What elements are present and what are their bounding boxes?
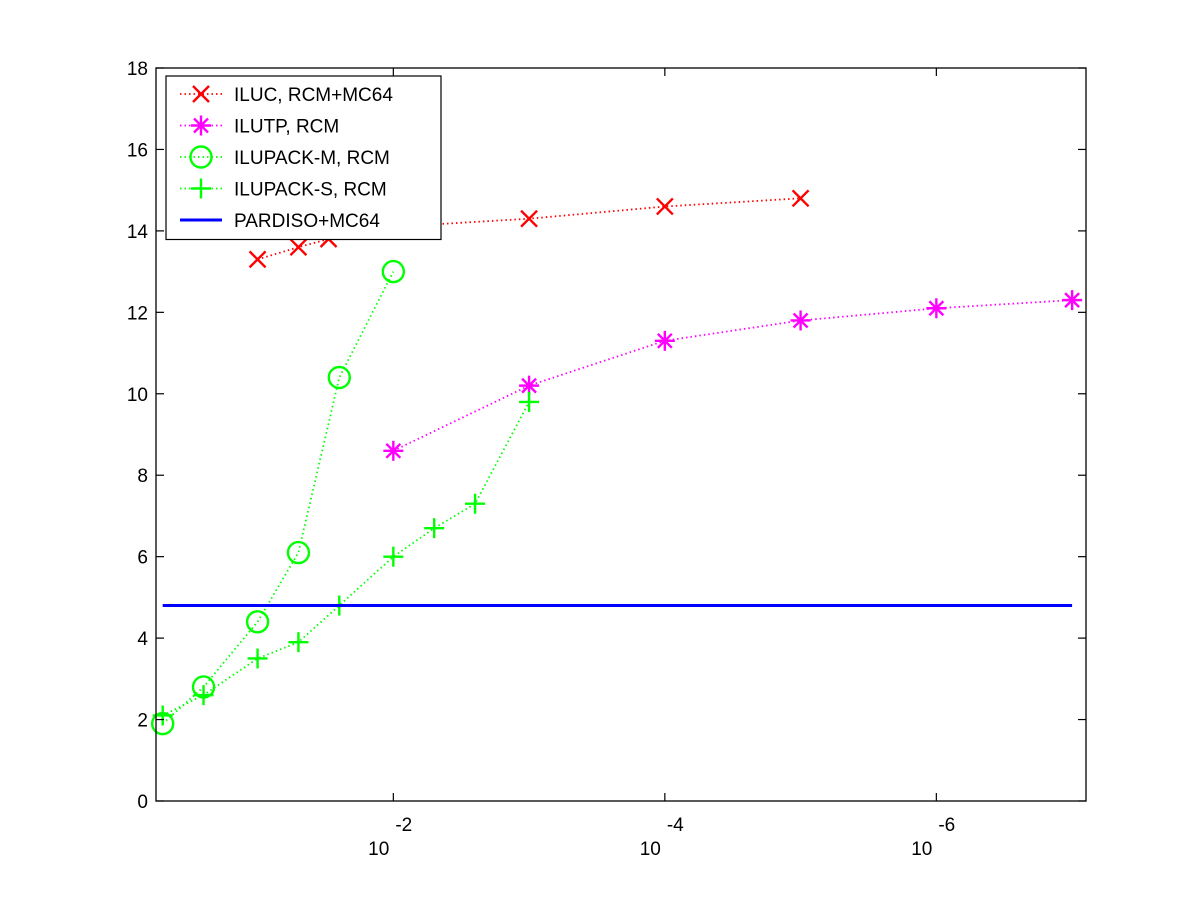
data-point xyxy=(327,365,352,390)
series-line-2 xyxy=(162,271,395,725)
data-point xyxy=(926,298,947,319)
data-point xyxy=(193,685,214,706)
legend-marker xyxy=(192,85,210,103)
legend-entry-1: ILUTP, RCM xyxy=(180,115,339,138)
data-point xyxy=(790,310,811,331)
data-point xyxy=(288,632,309,653)
series-2 xyxy=(150,259,406,736)
data-point xyxy=(655,197,674,216)
legend-marker xyxy=(191,115,211,136)
legend-marker xyxy=(189,145,213,169)
legend-entry-4: PARDISO+MC64 xyxy=(180,211,380,232)
data-point xyxy=(248,250,267,269)
data-point xyxy=(289,238,308,257)
data-point xyxy=(286,540,311,565)
ticks-layer: 0 2 4 6 8 10 12 14 16 18 10 -2 10 -4 10 -6 xyxy=(127,59,1086,860)
series-1 xyxy=(383,290,1083,461)
legend-label: ILUPACK-M, RCM xyxy=(234,148,390,169)
legend-label: ILUTP, RCM xyxy=(234,117,339,138)
legend-entry-2: ILUPACK-M, RCM xyxy=(180,145,390,169)
legend: ILUC, RCM+MC64 ILUTP, RCM ILUPACK-M, RCM IL… xyxy=(165,75,442,241)
legend-entry-0: ILUC, RCM+MC64 xyxy=(180,85,393,106)
y-tick-label: 6 xyxy=(137,548,148,569)
y-tick-label: 4 xyxy=(137,629,148,650)
y-tick-label: 18 xyxy=(127,59,148,80)
y-tick-label: 16 xyxy=(127,140,148,161)
legend-marker xyxy=(191,178,211,199)
data-point xyxy=(383,440,404,461)
data-point xyxy=(383,546,404,567)
x-tick-label-base: 10 xyxy=(640,839,661,860)
x-tick-label-base: 10 xyxy=(911,839,932,860)
y-tick-label: 10 xyxy=(127,385,148,406)
data-point xyxy=(791,189,810,208)
legend-entry-3: ILUPACK-S, RCM xyxy=(180,178,387,201)
y-tick-label: 8 xyxy=(137,466,148,487)
x-tick-label-base: 10 xyxy=(368,839,389,860)
data-point xyxy=(654,330,675,351)
legend-label: ILUPACK-S, RCM xyxy=(234,180,387,201)
legend-label: PARDISO+MC64 xyxy=(234,211,380,232)
data-point xyxy=(519,391,540,412)
y-tick-label: 14 xyxy=(127,222,149,243)
y-tick-label: 12 xyxy=(127,303,148,324)
data-point xyxy=(520,209,538,228)
x-tick-label-exponent: -6 xyxy=(938,815,955,836)
series-line-1 xyxy=(392,299,1073,452)
data-point xyxy=(381,259,406,284)
y-tick-label: 2 xyxy=(137,711,148,732)
data-point xyxy=(424,518,445,539)
data-point xyxy=(1062,290,1083,311)
data-point xyxy=(245,610,270,634)
data-point xyxy=(465,493,486,514)
series-3 xyxy=(152,391,540,726)
x-tick-label-exponent: -2 xyxy=(395,815,412,836)
x-tick-label-exponent: -4 xyxy=(667,815,684,836)
plot-frame xyxy=(155,67,1087,802)
legend-label: ILUC, RCM+MC64 xyxy=(234,85,393,106)
data-point xyxy=(247,648,268,669)
y-tick-label: 0 xyxy=(137,792,148,813)
